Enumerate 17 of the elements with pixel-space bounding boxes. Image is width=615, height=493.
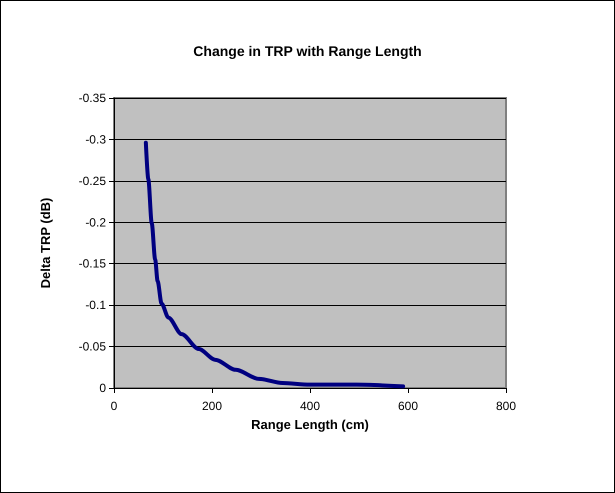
x-tick-label: 0 — [110, 399, 118, 413]
y-tick-label: -0.15 — [78, 256, 106, 271]
y-axis-title: Delta TRP (dB) — [38, 198, 53, 288]
x-tick-label: 200 — [202, 399, 222, 413]
y-tick-label: -0.25 — [78, 174, 106, 188]
chart-title: Change in TRP with Range Length — [193, 43, 422, 59]
y-tick-label: -0.05 — [78, 340, 106, 354]
x-tick-label: 800 — [496, 399, 516, 413]
line-series — [144, 140, 406, 388]
x-axis-title: Range Length (cm) — [251, 417, 369, 432]
y-tick-label: -0.1 — [85, 298, 106, 312]
y-tick-label: -0.2 — [85, 215, 106, 230]
y-tick-label: -0.35 — [78, 91, 106, 105]
y-tick-label: 0 — [99, 381, 106, 395]
x-tick-label: 600 — [398, 399, 418, 413]
x-tick-label: 400 — [300, 399, 320, 413]
y-tick-label: -0.3 — [85, 132, 106, 146]
